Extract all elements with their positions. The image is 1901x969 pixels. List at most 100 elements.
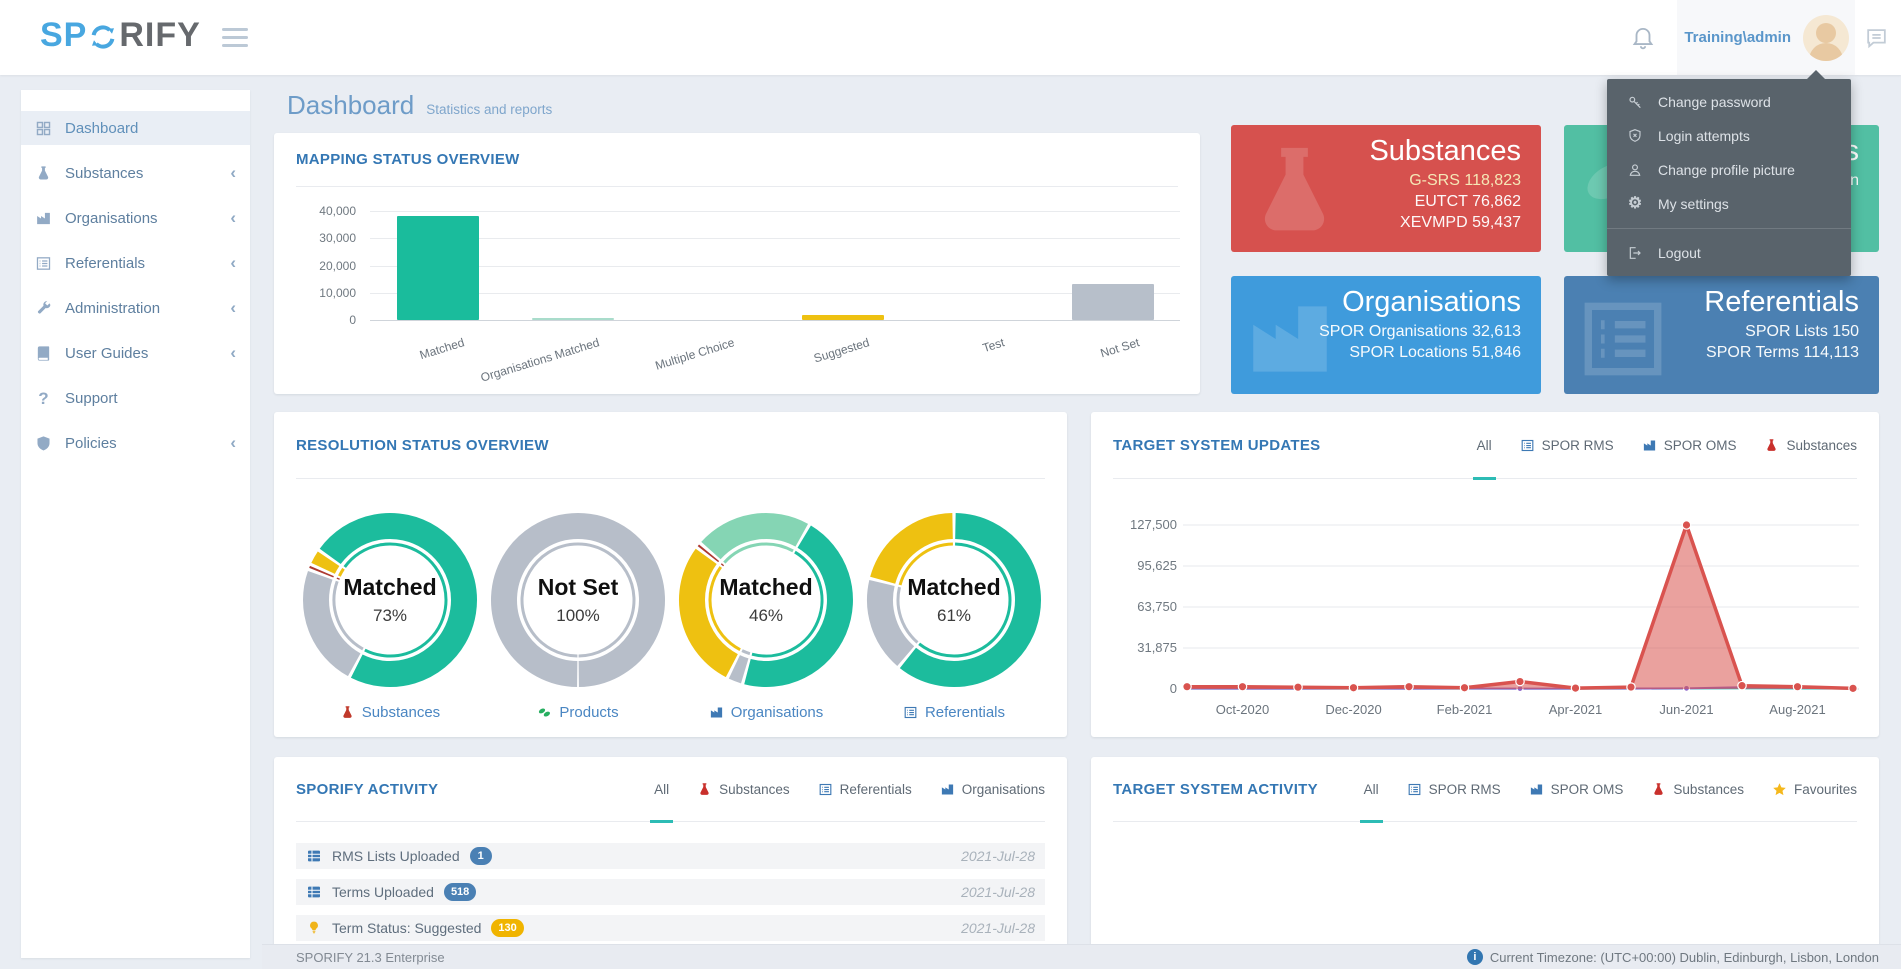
sidebar-item-label: Organisations (65, 209, 158, 227)
bar-gridline (370, 211, 1180, 212)
line-ytick-label: 95,625 (1137, 558, 1177, 573)
person-icon (1627, 162, 1643, 178)
line-xtick-label: Feb-2021 (1436, 702, 1493, 717)
flask-icon (340, 705, 355, 720)
menu-item-change-profile-picture[interactable]: Change profile picture (1607, 153, 1851, 187)
tab-label: All (654, 781, 670, 797)
menu-divider (1607, 228, 1851, 229)
gear-icon: ⚙ (1627, 195, 1643, 212)
user-block[interactable]: Training\admin (1677, 0, 1855, 75)
menu-item-logout[interactable]: Logout (1607, 236, 1851, 270)
flask-icon (35, 165, 52, 182)
tab-all[interactable]: All (650, 757, 674, 823)
sidebar-item-policies[interactable]: Policies ‹ (21, 426, 250, 460)
list-icon (35, 255, 52, 272)
donut-label-substances[interactable]: Substances (291, 704, 489, 721)
donut-label-referentials[interactable]: Referentials (855, 704, 1053, 721)
line-xtick-label: Apr-2021 (1548, 702, 1603, 717)
donut-chart-products (491, 513, 665, 687)
tab-label: Substances (719, 781, 790, 797)
logo-text-sp: SP (40, 16, 88, 54)
line-xtick-label: Oct-2020 (1215, 702, 1270, 717)
menu-item-label: My settings (1658, 196, 1729, 212)
menu-item-login-attempts[interactable]: Login attempts (1607, 119, 1851, 153)
activity-row[interactable]: Term Status: Suggested 130 2021-Jul-28 (296, 915, 1045, 941)
sidebar-item-label: Substances (65, 164, 144, 182)
bar-category-label: Not Set (1098, 335, 1141, 361)
card-stat-line: G-SRS 118,823 (1409, 172, 1521, 189)
sidebar-item-dashboard[interactable]: Dashboard (21, 111, 250, 145)
line-xtick-label: Aug-2021 (1769, 702, 1826, 717)
activity-row[interactable]: Terms Uploaded 518 2021-Jul-28 (296, 879, 1045, 905)
sidebar: Dashboard Substances ‹ Organisations ‹ Refere… (21, 90, 250, 958)
card-referentials[interactable]: Referentials SPOR Lists 150 SPOR Terms 114… (1564, 276, 1879, 394)
sidebar-toggle-button[interactable] (222, 28, 248, 47)
pills-icon (537, 705, 552, 720)
card-organisations[interactable]: Organisations SPOR Organisations 32,613 SP… (1231, 276, 1541, 394)
tab-spor-oms[interactable]: SPOR OMS (1529, 757, 1624, 821)
list-icon (1407, 782, 1422, 797)
sidebar-item-administration[interactable]: Administration ‹ (21, 291, 250, 325)
card-stat-line: XEVMPD 59,437 (1400, 214, 1521, 231)
tab-referentials[interactable]: Referentials (818, 757, 912, 821)
sporify-activity-title: SPORIFY ACTIVITY (296, 780, 439, 798)
donut-label-organisations[interactable]: Organisations (667, 704, 865, 721)
tab-substances[interactable]: Substances (1651, 757, 1744, 821)
sporify-logo[interactable]: SP RIFY (40, 16, 201, 55)
tab-label: SPOR RMS (1541, 437, 1614, 453)
sidebar-item-label: Dashboard (65, 119, 139, 137)
card-substances[interactable]: Substances G-SRS 118,823 EUTCT 76,862 XEVMP… (1231, 125, 1541, 252)
activity-count-badge: 1 (469, 847, 492, 865)
activity-row[interactable]: RMS Lists Uploaded 1 2021-Jul-28 (296, 843, 1045, 869)
question-icon: ? (38, 388, 49, 408)
info-icon: i (1466, 949, 1483, 965)
donut-chart-substances (303, 513, 477, 687)
avatar[interactable] (1803, 14, 1849, 61)
menu-item-my-settings[interactable]: ⚙ My settings (1607, 187, 1851, 221)
sidebar-item-referentials[interactable]: Referentials ‹ (21, 246, 250, 280)
bar-ytick-label: 10,000 (319, 285, 356, 300)
tab-spor-oms[interactable]: SPOR OMS (1642, 412, 1736, 478)
tab-substances[interactable]: Substances (697, 757, 790, 821)
tab-substances[interactable]: Substances (1764, 412, 1857, 478)
line-ytick-label: 31,875 (1137, 640, 1177, 655)
factory-icon (35, 210, 52, 227)
tab-spor-rms[interactable]: SPOR RMS (1407, 757, 1501, 821)
key-icon (1627, 94, 1643, 110)
card-title: Substances (1369, 135, 1521, 167)
tab-all[interactable]: All (1359, 757, 1383, 823)
menu-item-label: Change password (1658, 94, 1771, 110)
tab-favourites[interactable]: Favourites (1772, 757, 1857, 821)
activity-label: Term Status: Suggested (332, 920, 482, 936)
updates-tabs: All SPOR RMS SPOR OMS Substances (1472, 412, 1857, 480)
tab-spor-rms[interactable]: SPOR RMS (1520, 412, 1614, 478)
username-label: Training\admin (1684, 29, 1791, 46)
tab-all[interactable]: All (1472, 412, 1496, 480)
donut-chart-organisations (679, 513, 853, 687)
tab-label: SPOR RMS (1428, 781, 1501, 797)
factory-icon (1241, 290, 1339, 388)
sidebar-item-support[interactable]: ? Support (21, 381, 250, 415)
bar-organisations-matched (531, 317, 614, 320)
bar-gridline (370, 265, 1180, 267)
bell-icon[interactable] (1630, 24, 1656, 50)
sidebar-item-organisations[interactable]: Organisations ‹ (21, 201, 250, 235)
donut-label-products[interactable]: Products (479, 704, 677, 721)
activity-date: 2021-Jul-28 (961, 848, 1035, 864)
chat-icon[interactable] (1864, 26, 1889, 51)
activity-date: 2021-Jul-28 (961, 920, 1035, 936)
tab-label: SPOR OMS (1550, 781, 1624, 797)
sidebar-item-substances[interactable]: Substances ‹ (21, 156, 250, 190)
sidebar-item-user-guides[interactable]: User Guides ‹ (21, 336, 250, 370)
list-icon (1520, 438, 1535, 453)
activity-label: RMS Lists Uploaded (332, 848, 460, 864)
bar-gridline (370, 238, 1180, 240)
target-activity-tabs: All SPOR RMS SPOR OMS Substances Favourites (1359, 757, 1857, 823)
menu-item-change-password[interactable]: Change password (1607, 85, 1851, 119)
flask-icon (697, 782, 712, 797)
tab-label: All (1476, 437, 1492, 453)
tab-label: All (1363, 781, 1379, 797)
chevron-left-icon: ‹ (230, 253, 236, 272)
tab-organisations[interactable]: Organisations (940, 757, 1045, 821)
grid-icon (35, 120, 52, 137)
